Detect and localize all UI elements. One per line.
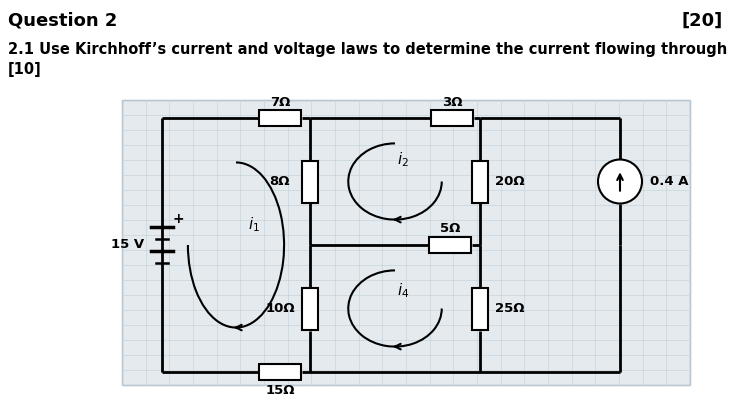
Bar xyxy=(429,237,471,253)
Text: 5Ω: 5Ω xyxy=(440,222,461,235)
Text: 2.1 Use Kirchhoff’s current and voltage laws to determine the current flowing th: 2.1 Use Kirchhoff’s current and voltage … xyxy=(8,42,731,57)
Bar xyxy=(302,160,318,203)
Bar xyxy=(259,364,301,380)
Text: [10]: [10] xyxy=(8,62,42,77)
Bar xyxy=(122,100,690,385)
Text: $i_4$: $i_4$ xyxy=(397,281,409,300)
Bar xyxy=(302,288,318,329)
Bar xyxy=(259,110,301,126)
Text: +: + xyxy=(173,212,183,226)
Text: [20]: [20] xyxy=(682,12,723,30)
Bar xyxy=(431,110,473,126)
Text: 20Ω: 20Ω xyxy=(495,175,525,188)
Text: 10Ω: 10Ω xyxy=(265,302,295,315)
Text: 3Ω: 3Ω xyxy=(442,96,462,109)
Text: 15Ω: 15Ω xyxy=(265,384,295,395)
Text: 0.4 A: 0.4 A xyxy=(650,175,689,188)
Bar xyxy=(472,288,488,329)
Text: $i_1$: $i_1$ xyxy=(248,216,260,234)
Bar xyxy=(472,160,488,203)
Text: 7Ω: 7Ω xyxy=(270,96,290,109)
Text: 8Ω: 8Ω xyxy=(270,175,290,188)
Text: Question 2: Question 2 xyxy=(8,12,118,30)
Text: $i_2$: $i_2$ xyxy=(397,150,409,169)
Text: 25Ω: 25Ω xyxy=(495,302,525,315)
Text: 15 V: 15 V xyxy=(111,239,144,252)
Circle shape xyxy=(598,160,642,203)
